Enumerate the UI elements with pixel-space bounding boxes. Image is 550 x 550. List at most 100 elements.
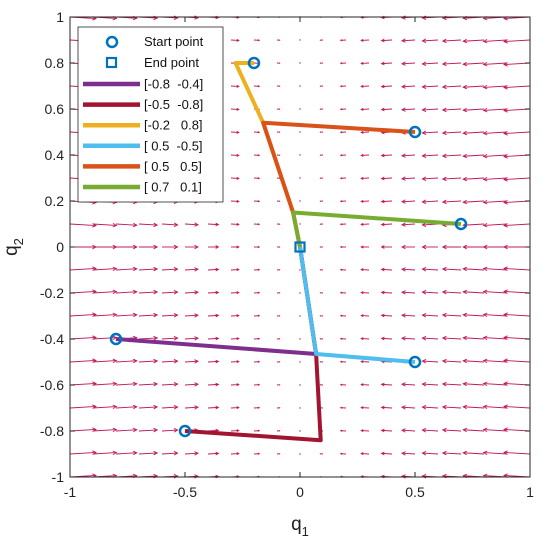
svg-text:q1: q1 [291,514,309,539]
x-tick-label: -0.5 [173,484,197,500]
field-arrow [360,176,370,180]
field-arrow [482,335,508,341]
field-arrow [360,360,370,364]
field-arrow [380,38,393,43]
field-arrow [253,154,261,157]
field-arrow [299,407,301,409]
field-arrow [339,177,347,180]
field-arrow [339,291,347,294]
field-arrow [253,383,261,386]
field-arrow [184,474,199,479]
field-arrow [441,84,462,90]
field-arrow [462,427,485,433]
field-arrow [69,404,97,409]
field-arrow [207,267,220,272]
field-arrow [115,289,138,295]
field-arrow [276,361,281,363]
legend-item-6: [ 0.7 0.1] [83,180,202,195]
field-arrow [184,336,199,341]
field-arrow [299,430,301,432]
field-arrow [462,335,485,341]
field-arrow [421,474,439,479]
field-arrow [401,451,416,456]
field-arrow [138,312,159,318]
field-arrow [503,177,531,182]
field-arrow [401,107,416,112]
field-arrow [401,244,415,250]
y-tick-label: 0.4 [45,147,65,163]
legend-item-3: [-0.2 0.8] [83,118,203,133]
field-arrow [319,62,324,64]
field-arrow [161,359,179,364]
y-axis-label-subscript: 2 [11,238,26,245]
field-arrow [319,453,324,455]
field-arrow [421,15,439,20]
field-arrow [401,267,416,272]
field-arrow [421,382,439,387]
field-arrow [462,404,485,410]
field-arrow [319,108,324,110]
field-arrow [230,337,240,341]
field-arrow [462,61,485,67]
field-arrow [207,313,220,318]
field-arrow [462,289,485,295]
field-arrow [380,176,393,181]
field-arrow [380,313,393,318]
field-arrow [207,451,220,456]
y-tick-label: -0.8 [40,423,64,439]
field-arrow [441,130,462,136]
field-arrow [339,245,346,249]
field-arrow [380,290,393,295]
field-arrow [401,38,416,43]
field-arrow [503,358,531,363]
field-arrow [339,39,347,42]
field-arrow [482,38,508,44]
field-arrow [421,107,439,112]
field-arrow [401,336,416,341]
x-tick-label: 0.5 [405,484,425,500]
field-arrow [401,382,416,387]
field-arrow [482,153,508,159]
field-arrow [276,453,281,455]
start-point-marker-2 [178,424,192,438]
field-arrow [421,428,439,433]
field-arrow [230,130,240,134]
field-arrow [299,39,301,41]
y-axis-ticks: -1 -0.8 -0.6 -0.4 -0.2 0 0.2 0.4 0.6 0.8 1 [40,9,530,485]
legend-label: [-0.5 -0.8] [144,97,203,112]
trajectories [115,61,462,443]
field-arrow [421,199,439,204]
field-arrow [339,360,347,363]
field-arrow [360,222,370,226]
field-arrow [319,223,324,225]
field-arrow [139,244,159,250]
field-arrow [230,406,240,410]
field-arrow [462,450,485,456]
field-arrow [482,222,508,228]
field-arrow [441,381,462,387]
field-arrow [185,244,199,250]
field-arrow [276,62,281,64]
field-arrow [319,384,324,386]
field-arrow [253,452,261,455]
field-arrow [482,450,508,456]
legend: Start point End point [-0.8 -0.4] [-0.5 -… [77,26,224,203]
legend-item-5: [ 0.5 0.5] [83,159,202,174]
field-arrow [441,199,462,205]
field-arrow [339,383,347,386]
legend-item-2: [-0.5 -0.8] [83,97,203,112]
field-arrow [482,107,508,113]
field-arrow [299,131,301,133]
field-arrow [421,130,439,135]
field-arrow [253,85,261,88]
field-arrow [299,384,301,386]
field-arrow [69,450,97,455]
field-arrow [208,245,220,249]
legend-end-marker [105,56,118,69]
field-arrow [319,361,324,363]
field-arrow [253,291,261,294]
svg-text:q2: q2 [1,238,26,256]
field-arrow [231,245,240,249]
field-arrow [230,291,240,295]
